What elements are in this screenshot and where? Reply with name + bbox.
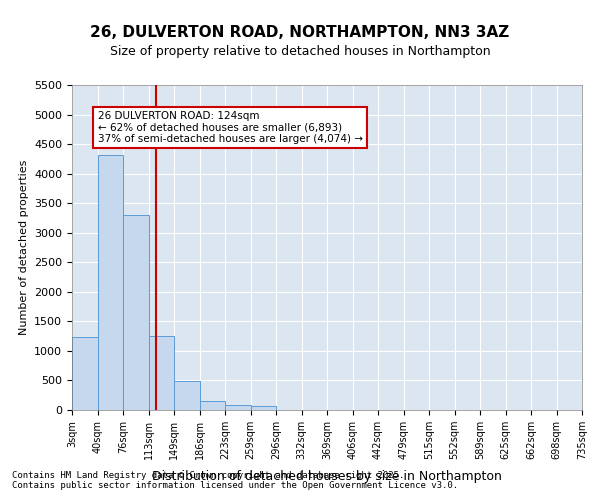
- Y-axis label: Number of detached properties: Number of detached properties: [19, 160, 29, 335]
- Bar: [225, 406, 251, 410]
- Bar: [149, 336, 174, 410]
- Bar: [123, 215, 149, 410]
- Text: Contains HM Land Registry data © Crown copyright and database right 2025.
Contai: Contains HM Land Registry data © Crown c…: [12, 470, 458, 490]
- Bar: [72, 338, 97, 410]
- Bar: [199, 401, 225, 410]
- Bar: [97, 154, 123, 410]
- Bar: [251, 406, 276, 410]
- Text: 26, DULVERTON ROAD, NORTHAMPTON, NN3 3AZ: 26, DULVERTON ROAD, NORTHAMPTON, NN3 3AZ: [91, 25, 509, 40]
- X-axis label: Distribution of detached houses by size in Northampton: Distribution of detached houses by size …: [152, 470, 502, 484]
- Bar: [174, 381, 199, 410]
- Text: Size of property relative to detached houses in Northampton: Size of property relative to detached ho…: [110, 45, 490, 58]
- Text: 26 DULVERTON ROAD: 124sqm
← 62% of detached houses are smaller (6,893)
37% of se: 26 DULVERTON ROAD: 124sqm ← 62% of detac…: [97, 111, 362, 144]
